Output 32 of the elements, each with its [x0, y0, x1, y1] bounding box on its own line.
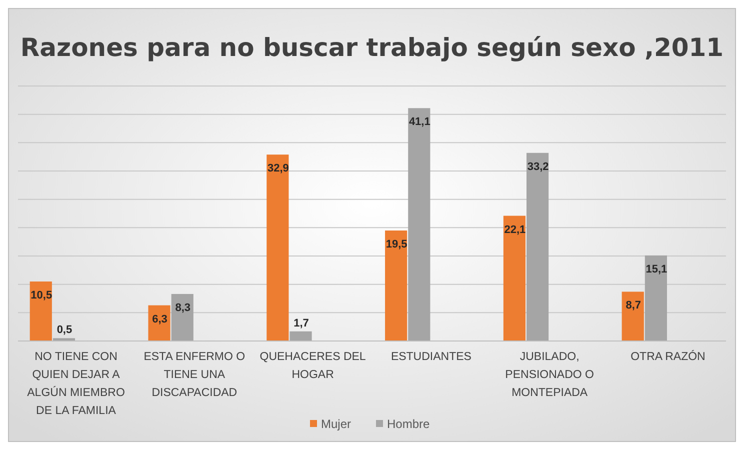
x-tick-label: NO TIENE CON QUIEN DEJAR A ALGÚN MIEMBRO DE LA FAMILIA	[27, 351, 125, 417]
bar	[622, 292, 644, 341]
x-tick-label: ESTA ENFERMO O TIENE UNA DISCAPACIDAD	[144, 351, 246, 399]
bar	[526, 152, 549, 341]
x-tick-label: QUEHACERES DEL HOGAR	[260, 351, 366, 381]
data-label: 10,5	[30, 290, 52, 302]
bar	[503, 216, 526, 341]
data-label: 0,5	[56, 324, 72, 336]
data-label: 32,9	[267, 162, 289, 175]
data-label: 33,2	[527, 160, 549, 173]
data-label: 41,1	[408, 116, 430, 128]
x-tick-label: ESTUDIANTES	[390, 351, 472, 363]
x-tick-label: OTRA RAZÓN	[630, 350, 706, 363]
bar	[644, 255, 667, 341]
data-label: 6,3	[152, 313, 168, 326]
bar	[385, 230, 408, 341]
bar	[408, 108, 430, 341]
data-label: 1,7	[294, 317, 309, 330]
legend-label: Hombre	[387, 417, 430, 431]
bar	[171, 294, 194, 341]
data-label: 8,7	[626, 300, 642, 312]
data-label: 19,5	[386, 238, 408, 251]
bar	[266, 154, 289, 341]
bar	[148, 305, 170, 341]
x-tick-label: JUBILADO, PENSIONADO O MONTEPIADA	[505, 351, 594, 399]
bar	[290, 331, 312, 341]
data-label: 22,1	[504, 224, 526, 236]
data-label: 15,1	[646, 263, 668, 276]
legend-label: Mujer	[321, 417, 352, 431]
chart-title: Razones para no buscar trabajo según sexo ,2011	[20, 33, 724, 62]
bar	[30, 282, 52, 341]
data-label: 8,3	[175, 302, 191, 314]
